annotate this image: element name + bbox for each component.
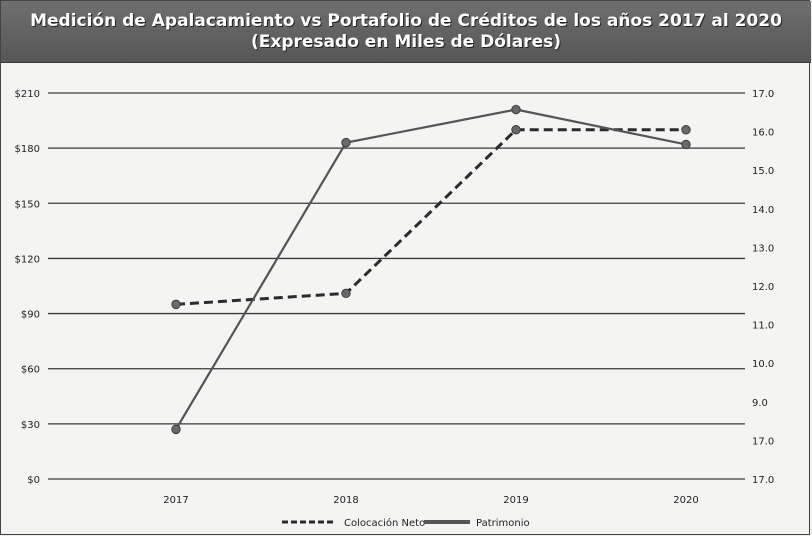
x-tick-label: 2018 [333, 495, 358, 506]
y-left-tick-label: $120 [15, 254, 40, 265]
series-line-2 [175, 108, 687, 430]
data-point [341, 288, 351, 299]
y-left-tick-label: $180 [15, 144, 40, 155]
y-left-tick-label: $150 [15, 199, 40, 210]
y-right-tick-label: 17.0 [752, 436, 774, 447]
data-point [171, 299, 181, 310]
y-left-tick-label: $210 [15, 89, 40, 100]
series-line-1 [175, 128, 686, 306]
data-point [681, 139, 691, 150]
y-right-tick-label: 17.0 [752, 89, 774, 100]
y-right-tick-label: 16.0 [752, 128, 774, 139]
data-point [681, 125, 691, 135]
data-point [511, 125, 521, 135]
y-right-tick-label: 9.0 [752, 398, 768, 409]
chart-title-bar: Medición de Apalacamiento vs Portafolio … [1, 1, 811, 63]
legend-label-colocacion: Colocación Neto [344, 517, 425, 529]
y-left-tick-label: $0 [27, 475, 40, 486]
y-left-tick-label: $90 [21, 310, 40, 321]
x-tick-label: 2017 [163, 495, 188, 506]
chart-title: Medición de Apalacamiento vs Portafolio … [30, 11, 782, 31]
y-right-tick-label: 11.0 [752, 321, 774, 332]
chart-subtitle: (Expresado en Miles de Dólares) [251, 32, 561, 52]
y-left-tick-label: $60 [21, 365, 40, 376]
x-tick-label: 2020 [673, 495, 698, 506]
data-point [341, 137, 351, 148]
y-right-tick-label: 14.0 [752, 205, 774, 216]
x-tick-label: 2019 [503, 495, 528, 506]
y-right-tick-label: 12.0 [752, 282, 774, 293]
data-point [171, 424, 181, 435]
y-right-tick-label: 13.0 [752, 243, 774, 254]
data-point [511, 104, 521, 115]
legend-label-patrimonio: Patrimonio [476, 518, 530, 529]
y-right-tick-label: 15.0 [752, 166, 774, 177]
y-right-tick-label: 10.0 [752, 359, 774, 370]
y-right-tick-label: 17.0 [752, 475, 774, 486]
y-left-tick-label: $30 [21, 420, 40, 431]
